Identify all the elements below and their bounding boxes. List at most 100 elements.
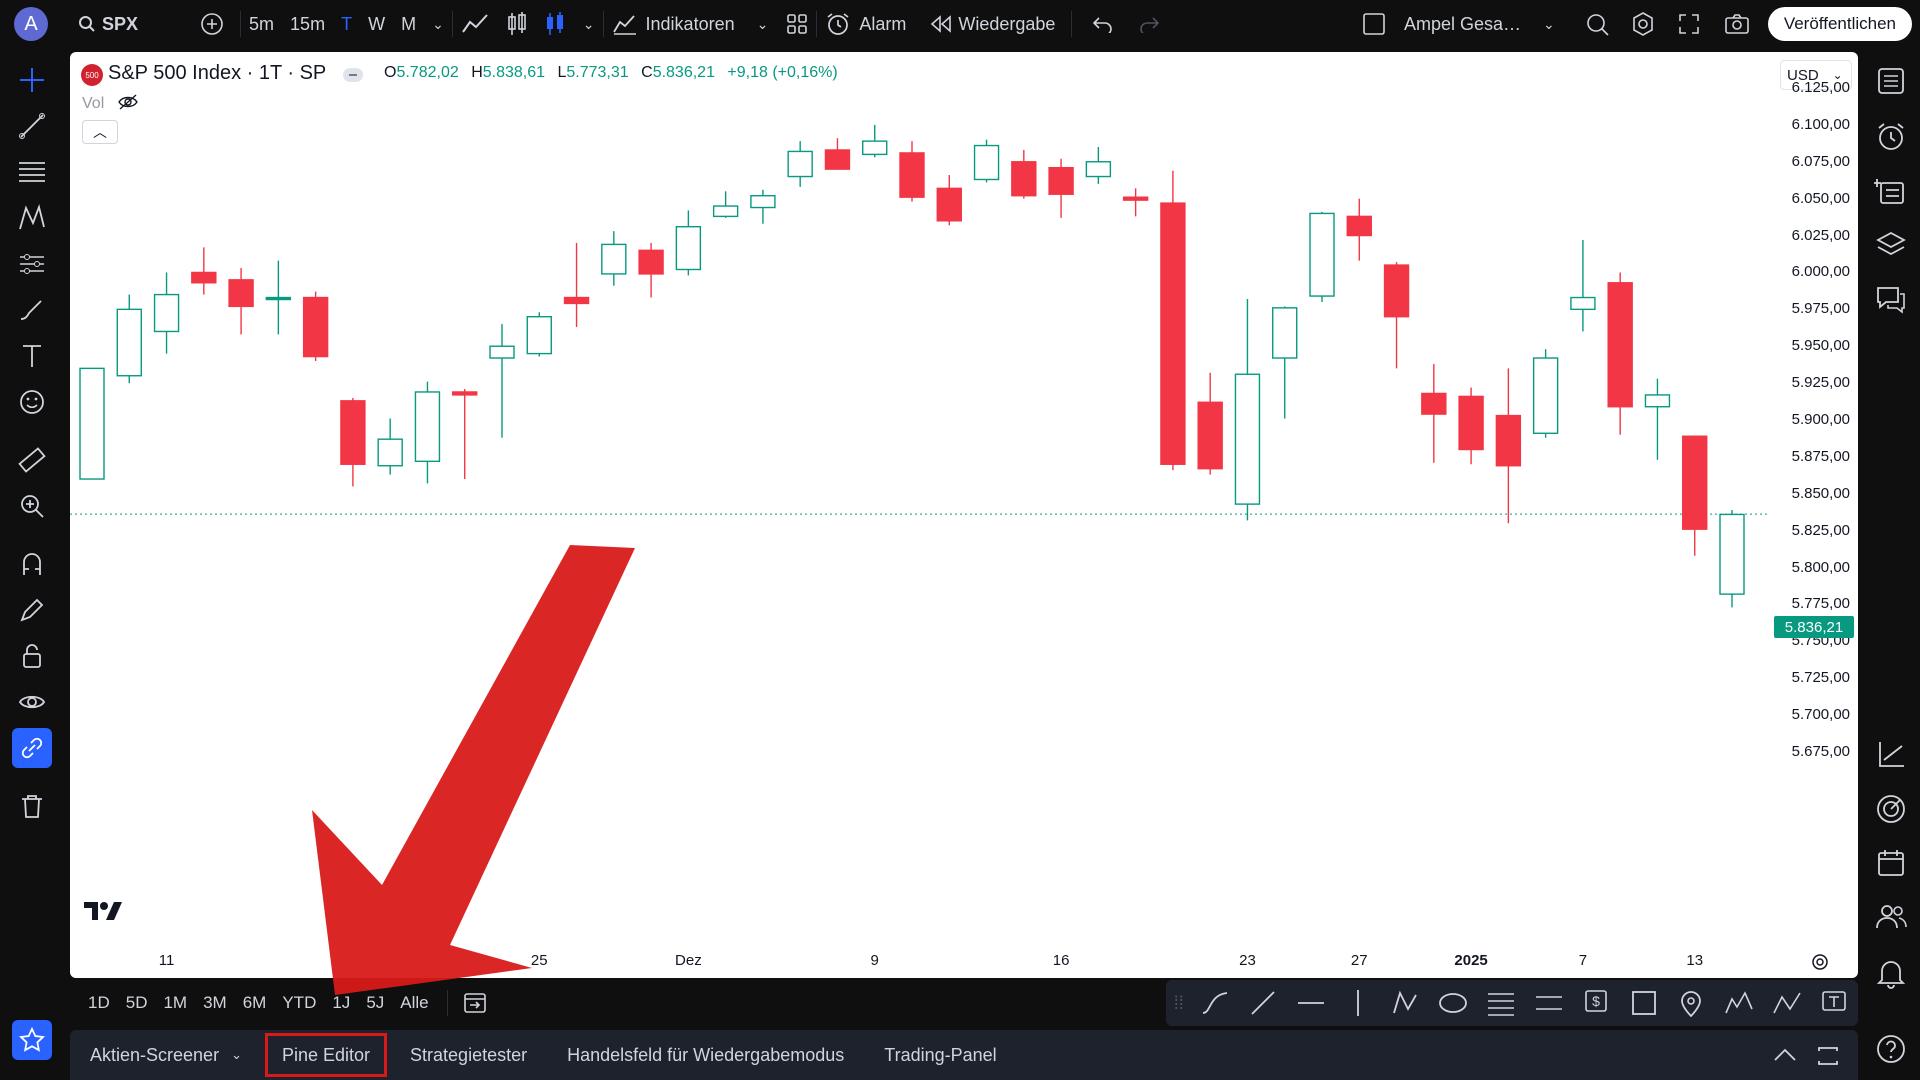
pattern-tool-icon[interactable]	[1390, 987, 1422, 1019]
ellipse-icon[interactable]	[1437, 987, 1469, 1019]
alarm-button[interactable]: Alarm	[825, 0, 906, 48]
watchlist-button[interactable]	[1874, 64, 1908, 98]
text-tool[interactable]	[12, 336, 52, 376]
user-avatar[interactable]: A	[14, 7, 48, 41]
zoom-tool[interactable]	[12, 486, 52, 526]
lock-tool[interactable]	[12, 636, 52, 676]
hotlist-button[interactable]	[1873, 174, 1908, 208]
forecast-tool[interactable]	[12, 244, 52, 284]
eye-off-icon[interactable]	[117, 94, 139, 110]
vertical-line-icon[interactable]	[1342, 987, 1374, 1019]
range-5y[interactable]: 5J	[366, 993, 385, 1012]
community-button[interactable]	[1874, 900, 1908, 934]
favorites-button[interactable]	[12, 1020, 52, 1060]
rectangle-icon[interactable]	[1628, 987, 1660, 1019]
lock-drawing-tool[interactable]	[12, 590, 52, 630]
chat-button[interactable]	[1874, 282, 1908, 316]
price-label-icon[interactable]: $	[1580, 987, 1612, 1019]
help-button[interactable]	[1874, 1032, 1908, 1066]
interval-month[interactable]: M	[401, 13, 417, 34]
elliott-wave-icon[interactable]	[1723, 987, 1755, 1019]
add-symbol-button[interactable]	[200, 0, 224, 48]
target-button[interactable]	[1874, 792, 1908, 826]
candlestick-chart[interactable]	[70, 52, 1858, 978]
redo-button[interactable]	[1138, 0, 1160, 48]
crosshair-tool[interactable]	[12, 60, 52, 100]
interval-15m[interactable]: 15m	[290, 13, 326, 34]
line-tool-icon[interactable]	[1247, 987, 1279, 1019]
volume-legend[interactable]: Vol	[82, 94, 139, 113]
chevron-down-icon[interactable]: ⌄	[756, 15, 769, 32]
range-1m[interactable]: 1M	[163, 993, 188, 1012]
chevron-down-icon[interactable]: ⌄	[231, 1047, 242, 1062]
tab-stock-screener[interactable]: Aktien-Screener ⌄	[70, 1030, 262, 1080]
curve-icon[interactable]	[1199, 987, 1231, 1019]
range-1y[interactable]: 1J	[332, 993, 351, 1012]
range-all[interactable]: Alle	[400, 993, 429, 1012]
magnet-tool[interactable]	[12, 544, 52, 584]
symbol-title[interactable]: S&P 500 Index · 1T · SP	[108, 62, 327, 84]
chart-tool-button[interactable]	[1874, 738, 1908, 772]
drag-handle-icon[interactable]: ⁞⁞	[1173, 992, 1184, 1013]
tab-replay-trading[interactable]: Handelsfeld für Wiedergabemodus	[567, 1044, 845, 1065]
chevron-down-icon[interactable]: ⌄	[582, 15, 595, 32]
quick-search-button[interactable]	[1584, 0, 1610, 48]
pattern-tool[interactable]	[12, 198, 52, 238]
parallel-channel-icon[interactable]	[1533, 987, 1565, 1019]
interval-week[interactable]: W	[368, 13, 386, 34]
text-note-icon[interactable]	[1818, 987, 1850, 1019]
screenshot-button[interactable]	[1724, 0, 1750, 48]
candle-body	[1272, 307, 1298, 359]
abc-wave-icon[interactable]	[1771, 987, 1803, 1019]
chart-pane[interactable]: 500 S&P 500 Index · 1T · SP O5.782,02 H5…	[70, 52, 1858, 978]
link-tool[interactable]	[12, 728, 52, 768]
range-5d[interactable]: 5D	[125, 993, 148, 1012]
pin-icon[interactable]	[1675, 987, 1707, 1019]
tab-trading-panel[interactable]: Trading-Panel	[884, 1044, 997, 1065]
chevron-up-icon[interactable]	[1772, 1045, 1798, 1065]
ruler-tool[interactable]	[12, 440, 52, 480]
interval-5m[interactable]: 5m	[249, 13, 275, 34]
undo-button[interactable]	[1092, 0, 1114, 48]
interval-day[interactable]: T	[341, 13, 353, 34]
publish-button[interactable]: Veröffentlichen	[1767, 7, 1912, 41]
emoji-tool[interactable]	[12, 382, 52, 422]
maximize-panel-icon[interactable]	[1816, 1045, 1840, 1067]
layouts-button[interactable]	[786, 0, 808, 48]
collapse-legend-button[interactable]: ︿	[82, 120, 118, 144]
settings-button[interactable]	[1630, 0, 1656, 48]
chevron-down-icon[interactable]: ⌄	[432, 15, 444, 32]
brush-tool[interactable]	[12, 290, 52, 330]
tab-strategy-tester[interactable]: Strategietester	[410, 1044, 528, 1065]
alarm-panel-button[interactable]	[1874, 120, 1908, 154]
fullscreen-button[interactable]	[1678, 0, 1700, 48]
eye-tool[interactable]	[12, 682, 52, 722]
replay-button[interactable]: Wiedergabe	[930, 0, 1055, 48]
indicators-button[interactable]: Indikatoren ⌄	[612, 0, 769, 48]
text-icon	[23, 345, 41, 367]
range-6m[interactable]: 6M	[242, 993, 267, 1012]
notifications-button[interactable]	[1874, 956, 1908, 990]
range-3m[interactable]: 3M	[203, 993, 227, 1012]
line-chart-icon[interactable]	[461, 12, 489, 36]
horizontal-line-icon[interactable]	[1295, 987, 1327, 1019]
calendar-button[interactable]	[1874, 846, 1908, 880]
tab-pine-editor[interactable]: Pine Editor	[262, 1030, 390, 1080]
goto-date-icon[interactable]	[462, 991, 488, 1015]
dot-menu-icon[interactable]	[342, 66, 364, 84]
range-ytd[interactable]: YTD	[282, 993, 317, 1012]
range-1d[interactable]: 1D	[88, 993, 110, 1012]
bar-chart-icon[interactable]	[507, 11, 527, 37]
trendline-tool[interactable]	[12, 106, 52, 146]
symbol-search[interactable]: SPX	[78, 0, 138, 48]
layout-menu[interactable]: Ampel Gesa… ⌄	[1362, 0, 1555, 48]
crosshair-icon	[20, 68, 44, 92]
fib-tool[interactable]	[12, 152, 52, 192]
layers-button[interactable]	[1874, 228, 1908, 262]
chevron-down-icon[interactable]: ⌄	[1543, 15, 1555, 32]
candles-icon[interactable]	[545, 11, 565, 37]
currency-select[interactable]: USD ⌄	[1780, 60, 1852, 90]
trash-tool[interactable]	[12, 786, 52, 826]
settings-icon[interactable]	[1810, 952, 1830, 972]
fib-retracement-icon[interactable]	[1485, 987, 1517, 1019]
